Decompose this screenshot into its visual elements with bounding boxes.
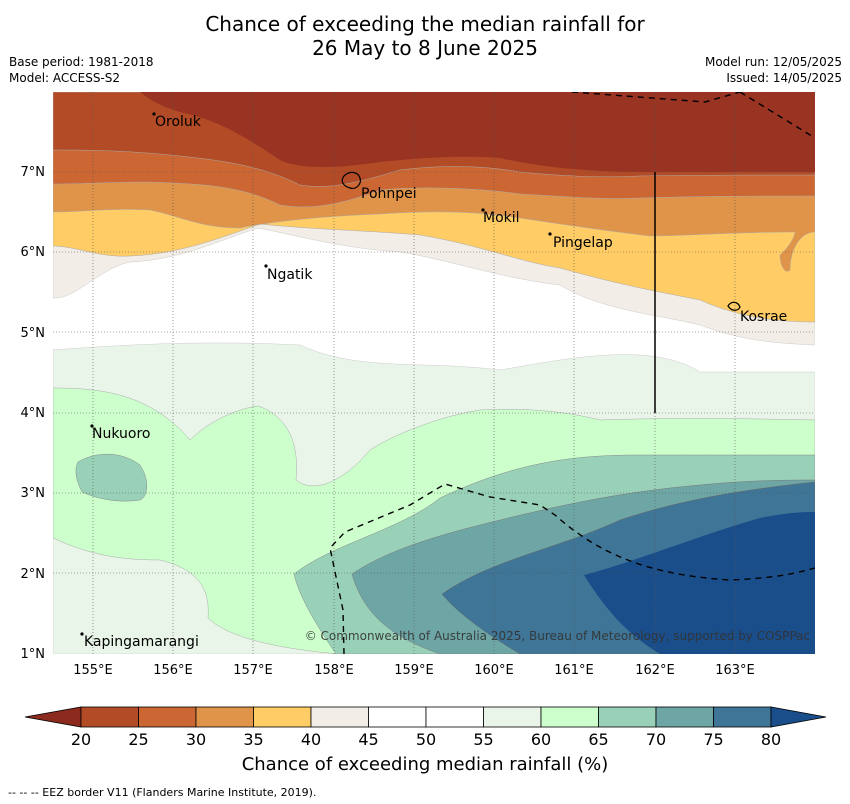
band-65-70-island [75, 453, 147, 502]
islands [80, 112, 741, 636]
place-label-pingelap: Pingelap [553, 235, 613, 251]
colorbar-segment [253, 706, 312, 728]
place-label-kapingamarangi: Kapingamarangi [84, 634, 199, 650]
ngatik-atoll [264, 264, 268, 268]
meta-left: Base period: 1981-2018 Model: ACCESS-S2 [9, 54, 154, 86]
place-labels: Oroluk Pohnpei Mokil Pingelap Ngatik Kos… [84, 114, 787, 650]
y-tick-label: 3°N [21, 486, 46, 501]
kapingamarangi-atoll [80, 632, 84, 636]
x-tick-label: 155°E [73, 663, 113, 678]
colorbar-segment [598, 706, 657, 728]
y-tick-label: 7°N [21, 165, 46, 180]
copyright-notice: © Commonwealth of Australia 2025, Bureau… [305, 629, 810, 643]
x-tick-label: 159°E [394, 663, 434, 678]
y-tick-label: 4°N [21, 406, 46, 421]
x-axis-labels: 155°E 156°E 157°E 158°E 159°E 160°E 161°… [73, 663, 755, 678]
colorbar-tick-label: 35 [243, 730, 263, 749]
colorbar-segment [368, 706, 427, 728]
x-tick-label: 156°E [153, 663, 193, 678]
title-line-1: Chance of exceeding the median rainfall … [205, 12, 645, 36]
title-line-2: 26 May to 8 June 2025 [312, 36, 538, 60]
colorbar-tick-label: 45 [358, 730, 378, 749]
place-label-mokil: Mokil [483, 210, 520, 226]
pingelap-atoll [548, 232, 552, 236]
colorbar: 20 25 30 35 40 45 50 55 60 65 70 75 80 [24, 706, 827, 749]
x-tick-label: 157°E [233, 663, 273, 678]
graticule [53, 92, 815, 654]
place-label-pohnpei: Pohnpei [361, 186, 417, 202]
nukuoro-atoll [90, 424, 94, 428]
mokil-atoll [481, 208, 485, 212]
x-tick-label: 160°E [474, 663, 514, 678]
colorbar-title: Chance of exceeding median rainfall (%) [241, 754, 609, 775]
model-run: Model run: 12/05/2025 [704, 55, 842, 69]
issued-date: Issued: 14/05/2025 [726, 71, 842, 85]
y-axis-labels: 1°N 2°N 3°N 4°N 5°N 6°N 7°N [21, 165, 46, 662]
band-above-80 [584, 512, 815, 654]
band-below-20 [140, 92, 815, 172]
map-title: Chance of exceeding the median rainfall … [0, 12, 850, 60]
colorbar-segment [80, 706, 139, 728]
place-label-oroluk: Oroluk [155, 114, 202, 130]
base-period: Base period: 1981-2018 [9, 55, 154, 69]
colorbar-tick-label: 50 [416, 730, 436, 749]
colorbar-segment [483, 706, 542, 728]
place-label-nukuoro: Nukuoro [92, 426, 150, 442]
kosrae-island [727, 301, 741, 311]
colorbar-extension-high [770, 706, 827, 728]
place-label-kosrae: Kosrae [740, 309, 787, 325]
colorbar-extension-low [24, 706, 82, 728]
x-tick-label: 163°E [715, 663, 755, 678]
colorbar-segment [655, 706, 714, 728]
eez-border [329, 92, 815, 654]
colorbar-segment [310, 706, 369, 728]
model-name: Model: ACCESS-S2 [9, 71, 121, 85]
y-tick-label: 6°N [21, 245, 46, 260]
y-tick-label: 2°N [21, 567, 46, 582]
colorbar-tick-label: 80 [761, 730, 781, 749]
colorbar-tick-label: 20 [71, 730, 91, 749]
colorbar-segment [713, 706, 772, 728]
place-label-ngatik: Ngatik [267, 267, 313, 283]
oroluk-atoll [152, 112, 156, 116]
colorbar-tick-label: 65 [588, 730, 608, 749]
colorbar-tick-label: 55 [473, 730, 493, 749]
colorbar-segment [195, 706, 254, 728]
x-tick-label: 162°E [635, 663, 675, 678]
meta-right: Model run: 12/05/2025 Issued: 14/05/2025 [705, 54, 842, 86]
y-tick-label: 5°N [21, 326, 46, 341]
eez-footnote: -- -- -- EEZ border V11 (Flanders Marine… [8, 786, 317, 799]
colorbar-segment [540, 706, 599, 728]
x-tick-label: 161°E [554, 663, 594, 678]
colorbar-tick-label: 75 [703, 730, 723, 749]
colorbar-tick-label: 60 [531, 730, 551, 749]
pohnpei-island [341, 171, 361, 189]
colorbar-tick-label: 25 [128, 730, 148, 749]
colorbar-tick-label: 30 [186, 730, 206, 749]
x-tick-label: 158°E [314, 663, 354, 678]
colorbar-segment [138, 706, 197, 728]
colorbar-tick-label: 70 [646, 730, 666, 749]
colorbar-segment [425, 706, 484, 728]
colorbar-tick-label: 40 [301, 730, 321, 749]
rainfall-field: Oroluk Pohnpei Mokil Pingelap Ngatik Kos… [53, 92, 815, 654]
y-tick-label: 1°N [21, 647, 46, 662]
